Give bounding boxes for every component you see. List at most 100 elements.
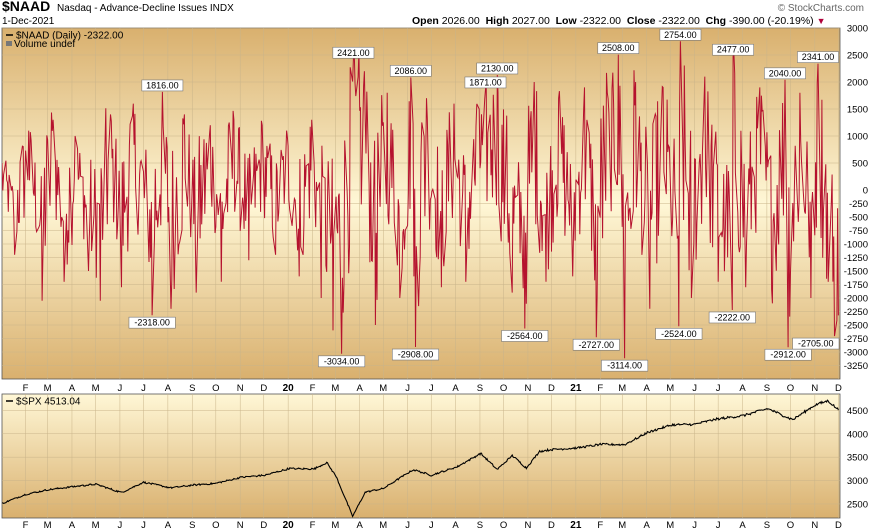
ohlc-readout: Open 2026.00 High 2027.00 Low -2322.00 C… [412, 15, 826, 27]
x-tick-label: M [666, 383, 674, 394]
x-tick-label: F [597, 383, 603, 394]
x-tick-label: N [524, 383, 531, 394]
annotation-label: 2508.00 [602, 43, 635, 53]
y-tick-label: 2500 [847, 499, 868, 510]
y-tick-label: 4000 [847, 429, 868, 440]
x-tick-label: A [357, 383, 364, 394]
annotation-label: -3034.00 [324, 356, 360, 366]
spx-x-axis: F M A M J J A S O N D 20 F M A M J J A S O N D 21 F M A M J J A S O N D [23, 520, 842, 531]
x-tick-label: J [429, 383, 434, 394]
x-tick-label: M [618, 520, 626, 531]
x-tick-label: O [212, 383, 219, 394]
annotation-box [659, 28, 702, 41]
x-tick-label: F [310, 383, 316, 394]
naad-panel: 1816.00 -2318.00 -3034.00 2421.00 -2908.00 20… [1, 24, 868, 380]
chart-description: Nasdaq - Advance-Decline Issues INDX [57, 3, 234, 14]
x-tick-label: O [500, 520, 507, 531]
x-tick-label: J [405, 520, 410, 531]
annotation-label: -2912.00 [770, 350, 806, 360]
x-tick-label: D [260, 520, 267, 531]
annotation-label: 2341.00 [802, 52, 835, 62]
x-tick-label: J [716, 383, 721, 394]
y-tick-label: 3000 [847, 476, 868, 487]
y-tick-label: 500 [852, 159, 868, 170]
x-tick-label: A [165, 383, 172, 394]
y-tick-label: -2000 [844, 294, 868, 305]
annotation-box [572, 338, 620, 351]
annotation-label: 2130.00 [481, 63, 514, 73]
x-tick-label: J [141, 383, 146, 394]
x-tick-label: S [764, 520, 770, 531]
y-tick-label: 2500 [847, 51, 868, 62]
x-tick-label: J [692, 383, 697, 394]
spx-series-line [2, 399, 839, 518]
x-tick-label: A [739, 520, 746, 531]
x-tick-label: A [452, 520, 459, 531]
annotation-box [141, 79, 184, 92]
x-tick-label: N [811, 383, 818, 394]
x-tick-label: M [379, 520, 387, 531]
x-tick-label: J [118, 383, 123, 394]
annotation-box [389, 65, 432, 77]
naad-x-axis: F M A M J J A S O N D 20 F M A M J J A S O N D 21 F M A M J J A S O N D [23, 383, 842, 394]
annotation-label: -2727.00 [579, 340, 615, 350]
x-tick-label: N [524, 520, 531, 531]
x-tick-label: M [618, 383, 626, 394]
x-tick-label: N [237, 520, 244, 531]
x-tick-label: S [764, 383, 770, 394]
annotation-label: 2086.00 [395, 66, 428, 76]
annotation-box [332, 46, 375, 59]
chart-date: 1-Dec-2021 [2, 16, 55, 27]
chart-ticker: $NAAD [2, 0, 51, 14]
y-tick-label: -2750 [844, 334, 868, 345]
x-tick-label: M [92, 520, 100, 531]
y-tick-label: -500 [849, 213, 868, 224]
annotation-box [318, 355, 366, 368]
y-tick-label: -3250 [844, 361, 868, 372]
x-tick-label: N [811, 520, 818, 531]
x-tick-label: A [739, 383, 746, 394]
x-tick-label: N [237, 383, 244, 394]
x-tick-label: A [69, 383, 76, 394]
x-tick-label: F [23, 520, 29, 531]
x-tick-label: M [44, 383, 52, 394]
annotation-label: 2421.00 [337, 48, 370, 58]
y-tick-label: 3000 [847, 24, 868, 35]
annotation-label: -2564.00 [507, 331, 543, 341]
y-tick-label: 0 [863, 186, 868, 197]
x-tick-label: J [141, 520, 146, 531]
stockcharts-logo[interactable]: © StockCharts.com [777, 3, 864, 14]
x-tick-label: A [69, 520, 76, 531]
annotation-label: -2705.00 [798, 339, 834, 349]
x-tick-label: S [477, 383, 483, 394]
x-tick-label: 21 [570, 383, 582, 394]
annotation-label: -2222.00 [715, 312, 751, 322]
spx-panel: 4500 4000 3500 3000 2500 [1, 393, 868, 519]
naad-series-line [2, 41, 839, 359]
annotation-label: 2477.00 [717, 45, 750, 55]
annotation-box [391, 348, 439, 361]
y-tick-label: -750 [849, 226, 868, 237]
y-tick-label: -250 [849, 199, 868, 210]
y-tick-label: 2000 [847, 78, 868, 89]
annotation-box [764, 67, 806, 80]
x-tick-label: A [165, 520, 172, 531]
annotation-label: -2524.00 [661, 329, 697, 339]
x-tick-label: M [44, 520, 52, 531]
x-tick-label: A [357, 520, 364, 531]
x-tick-label: J [429, 520, 434, 531]
x-tick-label: S [189, 383, 195, 394]
annotation-box [764, 348, 812, 361]
annotation-label: -2318.00 [134, 318, 170, 328]
annotation-label: 2040.00 [769, 68, 802, 78]
x-tick-label: D [260, 383, 267, 394]
x-tick-label: O [212, 520, 219, 531]
y-tick-label: -3000 [844, 348, 868, 359]
legend-label: $SPX 4513.04 [16, 397, 81, 408]
x-tick-label: A [643, 520, 650, 531]
x-tick-label: D [835, 520, 842, 531]
y-tick-label: -1500 [844, 267, 868, 278]
down-triangle-icon: ▼ [816, 16, 826, 26]
